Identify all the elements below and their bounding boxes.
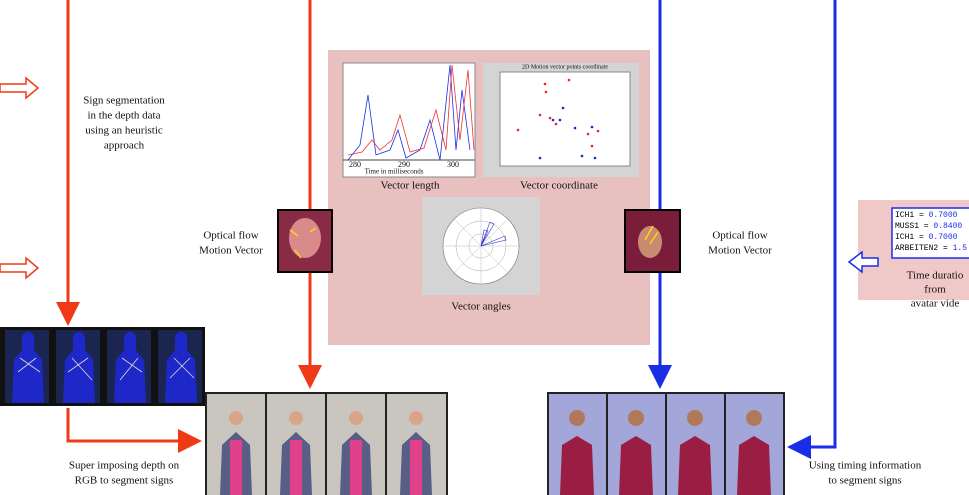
caption: RGB to segment signs [75, 475, 174, 487]
code-value: 0.8400 [933, 222, 962, 231]
optical-flow-thumb [278, 210, 332, 272]
code-name: MUSS1 = [895, 222, 933, 231]
note-line: using an heuristic [85, 125, 163, 137]
axis-label: Time in milliseconds [365, 168, 424, 176]
code-value: 1.5 [953, 244, 968, 253]
note-line: in the depth data [87, 110, 160, 122]
code-value: 0.7000 [929, 233, 958, 242]
caption: avatar vide [911, 298, 960, 310]
polar-chart [422, 197, 540, 295]
code-name: ICH1 = [895, 233, 929, 242]
caption: Vector length [381, 180, 440, 192]
chart-title: 2D Motion vector points coordinate [522, 64, 608, 70]
rgb-frames [205, 392, 448, 495]
caption: from [924, 284, 946, 296]
avatar-frames [547, 392, 785, 495]
code-value: 0.7000 [929, 211, 958, 220]
code-line: ICH1 = 0.7000 [895, 233, 958, 242]
tick-label: 300 [447, 160, 459, 169]
caption: Time duratio [907, 270, 964, 282]
tick-label: 280 [349, 160, 361, 169]
label: Optical flow [712, 230, 767, 242]
depth-frames [0, 327, 205, 406]
note-line: Sign segmentation [83, 95, 165, 107]
caption: Vector coordinate [520, 180, 598, 192]
code-name: ARBEITEN2 = [895, 244, 953, 253]
caption: Vector angles [451, 301, 511, 313]
code-name: ICH1 = [895, 211, 929, 220]
diagram: 280 290 300 Time in milliseconds Vector … [0, 0, 969, 495]
label: Motion Vector [708, 245, 772, 257]
line-chart: 280 290 300 Time in milliseconds [343, 63, 475, 177]
caption: Using timing information [809, 460, 922, 472]
code-line: ARBEITEN2 = 1.5 [895, 244, 967, 253]
code-line: ICH1 = 0.7000 [895, 211, 958, 220]
optical-flow-thumb [625, 210, 680, 272]
caption: Super imposing depth on [69, 460, 180, 472]
code-line: MUSS1 = 0.8400 [895, 222, 962, 231]
scatter-chart: 2D Motion vector points coordinate [483, 63, 639, 177]
note-line: approach [104, 140, 145, 152]
label: Motion Vector [199, 245, 263, 257]
caption: to segment signs [828, 475, 901, 487]
label: Optical flow [203, 230, 258, 242]
segmentation-note: Sign segmentation in the depth data usin… [83, 95, 165, 152]
